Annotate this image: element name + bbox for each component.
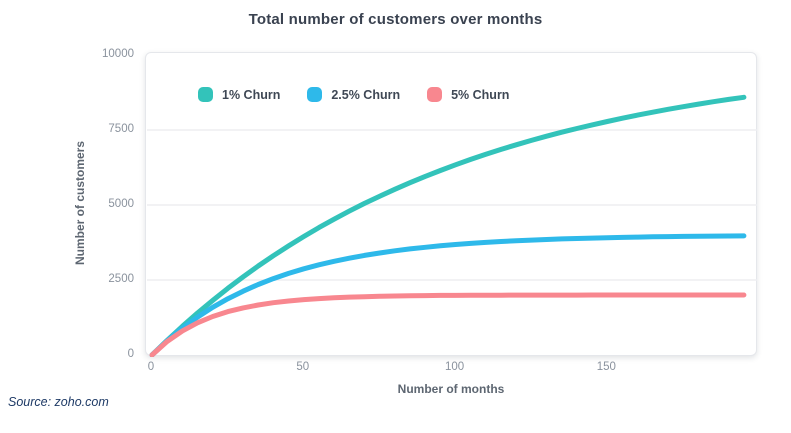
- legend-label: 5% Churn: [451, 87, 510, 102]
- x-tick-label: 0: [147, 361, 155, 373]
- legend-item-5-churn[interactable]: 5% Churn: [427, 87, 509, 102]
- chart-canvas: [147, 94, 757, 357]
- source-text: Source: zoho.com: [8, 395, 109, 409]
- y-tick-label: 10000: [102, 48, 134, 60]
- legend-label: 2.5% Churn: [331, 87, 401, 102]
- legend-label: 1% Churn: [222, 87, 281, 102]
- x-tick-label: 150: [596, 361, 616, 373]
- x-tick-label: 50: [296, 361, 310, 373]
- legend-swatch-icon: [198, 87, 213, 102]
- plot-area: 1% Churn 2.5% Churn 5% Churn: [145, 52, 757, 357]
- legend-item-2-5-churn[interactable]: 2.5% Churn: [307, 87, 400, 102]
- y-tick-label: 7500: [108, 123, 134, 135]
- y-tick-label: 2500: [108, 273, 134, 285]
- legend-item-1-churn[interactable]: 1% Churn: [198, 87, 280, 102]
- series-line-5-churn: [149, 292, 747, 357]
- legend-swatch-icon: [427, 87, 443, 102]
- x-tick-label: 100: [444, 361, 465, 373]
- legend: 1% Churn 2.5% Churn 5% Churn: [198, 87, 509, 102]
- series-line-2-5-churn: [149, 233, 747, 357]
- series-line-1-churn: [149, 94, 747, 357]
- chart-title: Total number of customers over months: [248, 11, 543, 28]
- x-axis-title: Number of months: [397, 382, 505, 396]
- y-tick-label: 0: [127, 348, 134, 360]
- y-tick-label: 5000: [108, 198, 134, 210]
- legend-swatch-icon: [307, 87, 323, 102]
